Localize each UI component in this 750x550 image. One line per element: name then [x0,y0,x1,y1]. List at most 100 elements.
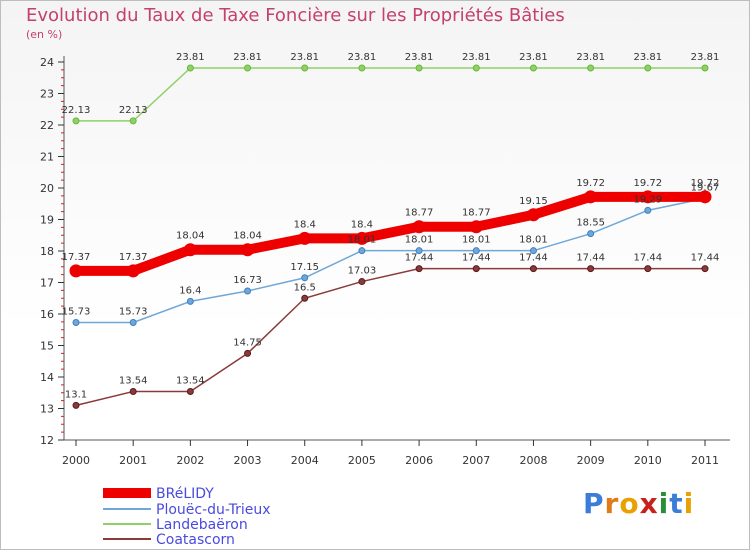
x-tick-label: 2007 [462,454,490,467]
data-point [358,64,366,72]
series-line [71,191,710,276]
data-label: 18.01 [348,235,377,246]
data-label: 18.4 [294,219,316,230]
data-point [529,247,537,255]
axes: 12 13 14 15 16 17 18 19 20 21 22 23 24 2000 2001 2002 20… [40,56,730,467]
logo-letter: t [669,487,684,520]
data-label: 13.54 [176,375,205,386]
data-label: 13.54 [119,375,148,386]
data-point [587,230,595,238]
x-tick-label: 2002 [176,454,204,467]
data-point [186,297,194,305]
data-label: 19.72 [691,178,720,189]
y-tick-label: 18 [40,245,54,258]
data-label: 23.81 [405,52,434,63]
data-point [701,64,709,72]
data-label: 18.55 [576,218,605,229]
data-label: 19.72 [633,178,662,189]
logo-letter: r [604,487,620,520]
data-point [644,64,652,72]
data-label: 14.75 [233,337,262,348]
legend-label: Coatascorn [156,532,235,548]
data-point [641,190,655,204]
data-label: 17.44 [519,253,548,264]
data-label: 17.37 [119,252,148,263]
x-tick-label: 2004 [291,454,319,467]
data-point [415,64,423,72]
data-label: 13.1 [65,389,87,400]
data-point [415,265,423,273]
data-point [587,265,595,273]
data-point [644,265,652,273]
series-0 [69,190,712,278]
data-label: 23.81 [691,52,720,63]
y-tick-label: 16 [40,308,54,321]
x-tick-label: 2001 [119,454,147,467]
y-tick-label: 15 [40,340,54,353]
data-label: 17.44 [691,253,720,264]
logo-letter: i [658,487,670,520]
data-point [186,64,194,72]
data-label: 23.81 [462,52,491,63]
data-label: 15.73 [119,307,148,318]
data-label: 23.81 [290,52,319,63]
data-label: 18.77 [405,208,434,219]
series-3 [72,265,709,409]
data-point [358,247,366,255]
data-point [358,278,366,286]
x-tick-label: 2008 [519,454,547,467]
x-tick-label: 2005 [348,454,376,467]
series-line [76,197,706,324]
data-point [355,231,369,245]
legend-label: Landebaëron [156,517,248,533]
data-point [129,117,137,125]
data-point [587,64,595,72]
data-label: 17.03 [348,266,377,277]
series-1 [72,194,709,327]
data-point [72,401,80,409]
legend: BRéLIDYPlouëc-du-TrieuxLandebaëronCoatas… [103,486,271,548]
logo-letter: i [683,487,695,520]
data-point [244,64,252,72]
data-point [469,220,483,234]
chart-title: Evolution du Taux de Taxe Foncière sur l… [26,5,565,26]
y-tick-label: 19 [40,214,54,227]
y-tick-label: 14 [40,371,54,384]
logo-letter: P [583,487,605,520]
data-label: 19.72 [576,178,605,189]
y-tick-label: 22 [40,119,54,132]
data-label: 17.44 [633,253,662,264]
y-axis-unit-label: (en %) [26,28,63,41]
data-label: 18.04 [176,231,205,242]
data-label: 18.01 [405,235,434,246]
data-label: 18.77 [462,208,491,219]
data-label: 23.81 [233,52,262,63]
data-point [301,64,309,72]
series-layer [69,64,712,409]
y-tick-label: 12 [40,434,54,447]
data-label: 19.29 [633,194,662,205]
data-point [126,264,140,278]
data-point [72,117,80,125]
y-tick-label: 20 [40,182,54,195]
data-point [412,220,426,234]
data-point [183,243,197,257]
y-tick-label: 13 [40,403,54,416]
data-point [244,349,252,357]
data-point [298,231,312,245]
data-label: 16.4 [179,285,201,296]
data-point [584,190,598,204]
x-tick-label: 2011 [691,454,719,467]
data-label: 16.5 [294,282,316,293]
data-label: 18.01 [462,235,491,246]
data-label: 22.13 [119,105,148,116]
y-tick-label: 23 [40,88,54,101]
data-point [186,387,194,395]
legend-label: Plouëc-du-Trieux [156,502,271,518]
x-tick-label: 2010 [634,454,662,467]
data-label: 15.73 [62,307,91,318]
data-label: 23.81 [576,52,605,63]
data-label: 23.81 [633,52,662,63]
x-tick-label: 2009 [577,454,605,467]
